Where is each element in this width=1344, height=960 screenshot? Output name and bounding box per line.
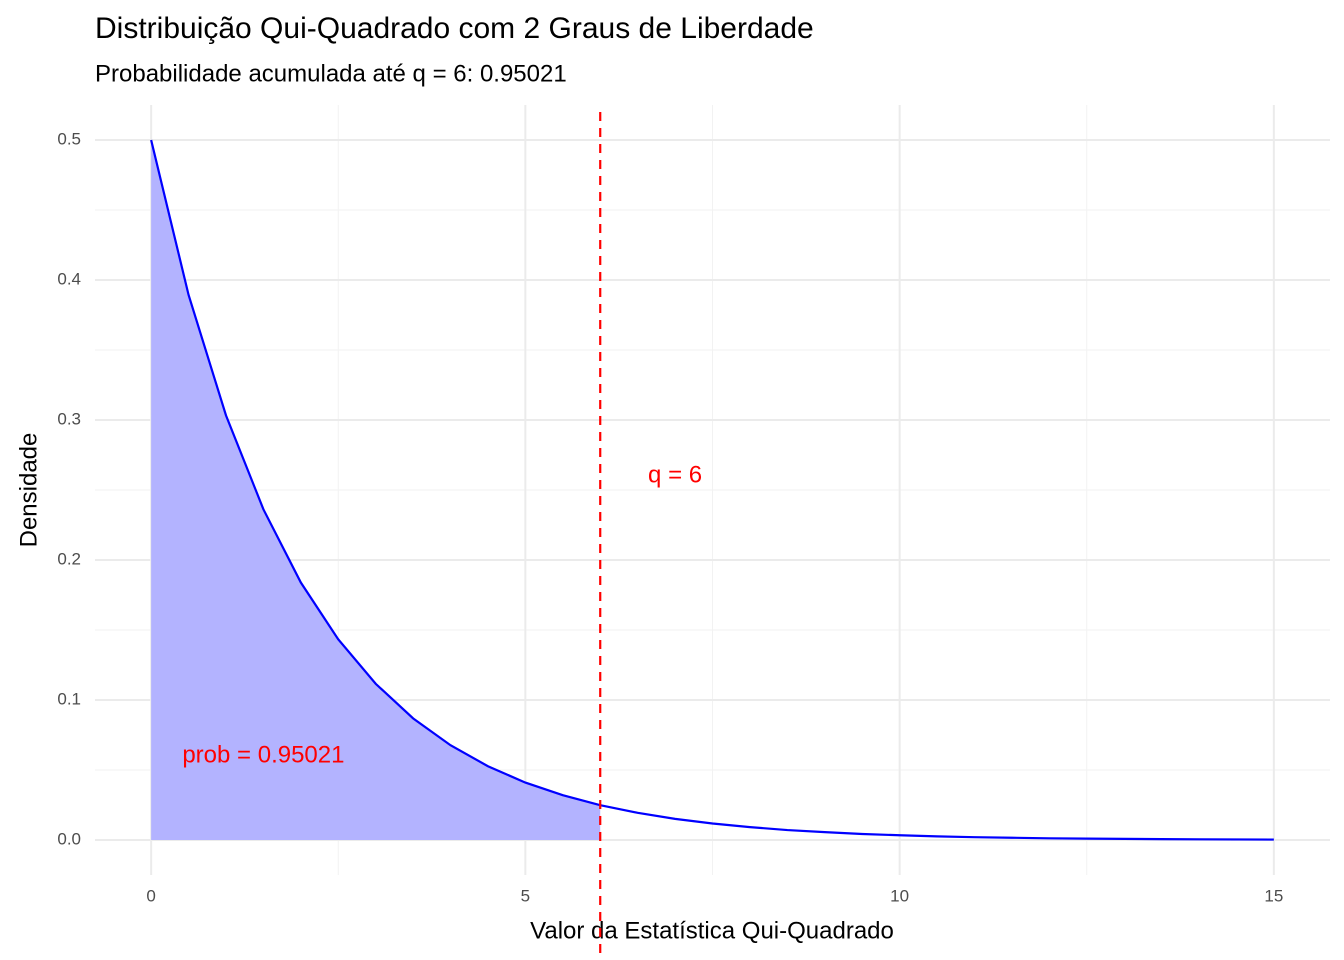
annotation: prob = 0.95021 [182, 741, 344, 768]
shaded-area [151, 140, 601, 840]
y-tick-label: 0.3 [57, 409, 81, 428]
y-tick-label: 0.1 [57, 689, 81, 708]
y-tick-label: 0.2 [57, 549, 81, 568]
y-tick-label: 0.5 [57, 129, 81, 148]
y-tick-label: 0.4 [57, 269, 81, 288]
x-axis-label: Valor da Estatística Qui-Quadrado [530, 917, 894, 944]
y-axis-label: Densidade [15, 433, 42, 548]
chart-subtitle: Probabilidade acumulada até q = 6: 0.950… [95, 60, 567, 87]
x-tick-label: 5 [521, 886, 530, 905]
annotation: q = 6 [648, 461, 702, 488]
density-line [150, 139, 1274, 841]
x-tick-label: 10 [890, 886, 909, 905]
x-tick-label: 0 [146, 886, 155, 905]
chart-title: Distribuição Qui-Quadrado com 2 Graus de… [95, 12, 814, 45]
y-tick-label: 0.0 [57, 829, 81, 848]
x-tick-label: 15 [1264, 886, 1283, 905]
